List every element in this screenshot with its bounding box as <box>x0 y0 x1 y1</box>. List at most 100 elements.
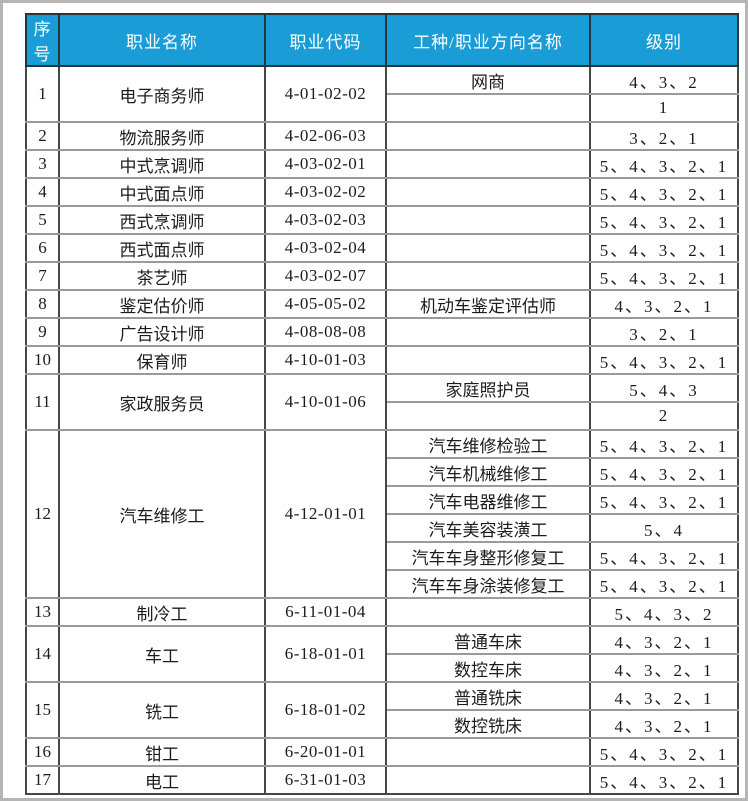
level-cell: 5、4、3、2、1 <box>589 737 739 767</box>
row-no-cell: 10 <box>25 345 60 375</box>
table-row: 7 茶艺师 4-03-02-07 5、4、3、2、1 <box>25 261 739 291</box>
occupation-code-cell: 4-12-01-01 <box>264 429 387 599</box>
table-row: 汽车电器维修工 5、4、3、2、1 <box>26 485 739 515</box>
level-cell: 5、4、3、2、1 <box>589 429 739 459</box>
job-direction-cell <box>385 345 591 375</box>
level-cell: 5、4、3、2、1 <box>589 261 739 291</box>
occupation-code-cell: 4-08-08-08 <box>264 317 387 347</box>
row-no-cell: 1 <box>25 65 60 123</box>
row-no-cell: 8 <box>25 289 60 319</box>
level-cell: 1 <box>589 93 739 123</box>
occupation-table: 序号 职业名称 职业代码 工种/职业方向名称 级别 1 电子商务师 4-01-02-02 网商… <box>25 13 739 795</box>
job-direction-cell: 汽车车身涂装修复工 <box>385 569 591 599</box>
table-row: 16 钳工 6-20-01-01 5、4、3、2、1 <box>25 737 739 767</box>
job-direction-cell: 网商 <box>385 65 591 95</box>
row-no-cell: 7 <box>25 261 60 291</box>
occupation-code-cell: 4-03-02-03 <box>264 205 387 235</box>
row-no-cell: 17 <box>25 765 60 795</box>
occupation-code-cell: 4-03-02-02 <box>264 177 387 207</box>
level-cell: 5、4、3、2、1 <box>589 485 739 515</box>
occupation-code-cell: 4-03-02-04 <box>264 233 387 263</box>
occupation-code-cell: 6-11-01-04 <box>264 597 387 627</box>
job-direction-cell: 汽车机械维修工 <box>385 457 591 487</box>
table-row: 3 中式烹调师 4-03-02-01 5、4、3、2、1 <box>25 149 739 179</box>
job-direction-cell: 数控铣床 <box>385 709 591 739</box>
job-direction-cell: 机动车鉴定评估师 <box>385 289 591 319</box>
occupation-name-cell: 电子商务师 <box>58 65 266 123</box>
job-direction-cell <box>385 233 591 263</box>
occupation-name-cell: 西式面点师 <box>58 233 266 263</box>
table-row: 6 西式面点师 4-03-02-04 5、4、3、2、1 <box>25 233 739 263</box>
occupation-code-cell: 4-05-05-02 <box>264 289 387 319</box>
table-row: 2 <box>26 401 739 431</box>
occupation-name-cell: 物流服务师 <box>58 121 266 151</box>
occupation-name-cell: 电工 <box>58 765 266 795</box>
table-row: 数控车床 4、3、2、1 <box>26 653 739 683</box>
occupation-name-cell: 制冷工 <box>58 597 266 627</box>
level-cell: 4、3、2 <box>589 65 739 95</box>
col-header-name: 职业名称 <box>58 13 266 67</box>
level-cell: 5、4、3 <box>589 373 739 403</box>
level-cell: 5、4、3、2 <box>589 597 739 627</box>
table-row: 汽车车身整形修复工 5、4、3、2、1 <box>26 541 739 571</box>
row-no-cell: 14 <box>25 625 60 683</box>
job-direction-cell <box>385 121 591 151</box>
occupation-name-cell: 中式烹调师 <box>58 149 266 179</box>
table-row: 1 <box>26 93 739 123</box>
occupation-code-cell: 6-18-01-02 <box>264 681 387 739</box>
level-cell: 4、3、2、1 <box>589 289 739 319</box>
row-no-cell: 3 <box>25 149 60 179</box>
table-row: 1 电子商务师 4-01-02-02 网商 4、3、2 <box>25 65 739 123</box>
table-row: 11 家政服务员 4-10-01-06 家庭照护员 5、4、3 <box>25 373 739 431</box>
occupation-name-cell: 茶艺师 <box>58 261 266 291</box>
table-row: 数控铣床 4、3、2、1 <box>26 709 739 739</box>
job-direction-cell: 汽车电器维修工 <box>385 485 591 515</box>
level-cell: 5、4、3、2、1 <box>589 345 739 375</box>
occupation-name-cell: 汽车维修工 <box>58 429 266 599</box>
level-cell: 5、4、3、2、1 <box>589 541 739 571</box>
occupation-code-cell: 6-31-01-03 <box>264 765 387 795</box>
job-direction-cell <box>385 177 591 207</box>
level-cell: 5、4、3、2、1 <box>589 457 739 487</box>
level-cell: 3、2、1 <box>589 317 739 347</box>
table-row: 汽车美容装潢工 5、4 <box>26 513 739 543</box>
occupation-name-cell: 铣工 <box>58 681 266 739</box>
level-cell: 3、2、1 <box>589 121 739 151</box>
row-no-cell: 12 <box>25 429 60 599</box>
table-row: 17 电工 6-31-01-03 5、4、3、2、1 <box>25 765 739 795</box>
job-direction-cell <box>385 737 591 767</box>
occupation-name-cell: 鉴定估价师 <box>58 289 266 319</box>
occupation-name-cell: 家政服务员 <box>58 373 266 431</box>
job-direction-cell: 汽车车身整形修复工 <box>385 541 591 571</box>
col-header-no: 序号 <box>25 13 60 67</box>
job-direction-cell: 汽车维修检验工 <box>385 429 591 459</box>
table-header-row: 序号 职业名称 职业代码 工种/职业方向名称 级别 <box>25 13 739 67</box>
table-row: 12 汽车维修工 4-12-01-01 汽车维修检验工 5、4、3、2、1 <box>25 429 739 599</box>
level-cell: 4、3、2、1 <box>589 653 739 683</box>
job-direction-cell <box>385 317 591 347</box>
job-direction-cell <box>385 205 591 235</box>
job-direction-cell <box>385 149 591 179</box>
job-direction-cell <box>385 401 591 431</box>
col-header-code: 职业代码 <box>264 13 387 67</box>
occupation-name-cell: 广告设计师 <box>58 317 266 347</box>
job-direction-cell: 家庭照护员 <box>385 373 591 403</box>
job-direction-cell: 数控车床 <box>385 653 591 683</box>
row-no-cell: 15 <box>25 681 60 739</box>
level-cell: 4、3、2、1 <box>589 681 739 711</box>
occupation-code-cell: 4-10-01-03 <box>264 345 387 375</box>
table-row: 10 保育师 4-10-01-03 5、4、3、2、1 <box>25 345 739 375</box>
job-direction-cell: 普通铣床 <box>385 681 591 711</box>
level-cell: 5、4 <box>589 513 739 543</box>
table-row: 5 西式烹调师 4-03-02-03 5、4、3、2、1 <box>25 205 739 235</box>
table-row: 8 鉴定估价师 4-05-05-02 机动车鉴定评估师 4、3、2、1 <box>25 289 739 319</box>
occupation-name-cell: 钳工 <box>58 737 266 767</box>
table-row: 2 物流服务师 4-02-06-03 3、2、1 <box>25 121 739 151</box>
job-direction-cell <box>385 765 591 795</box>
occupation-name-cell: 中式面点师 <box>58 177 266 207</box>
occupation-name-cell: 车工 <box>58 625 266 683</box>
job-direction-cell: 普通车床 <box>385 625 591 655</box>
occupation-code-cell: 4-03-02-01 <box>264 149 387 179</box>
level-cell: 4、3、2、1 <box>589 625 739 655</box>
row-no-cell: 5 <box>25 205 60 235</box>
